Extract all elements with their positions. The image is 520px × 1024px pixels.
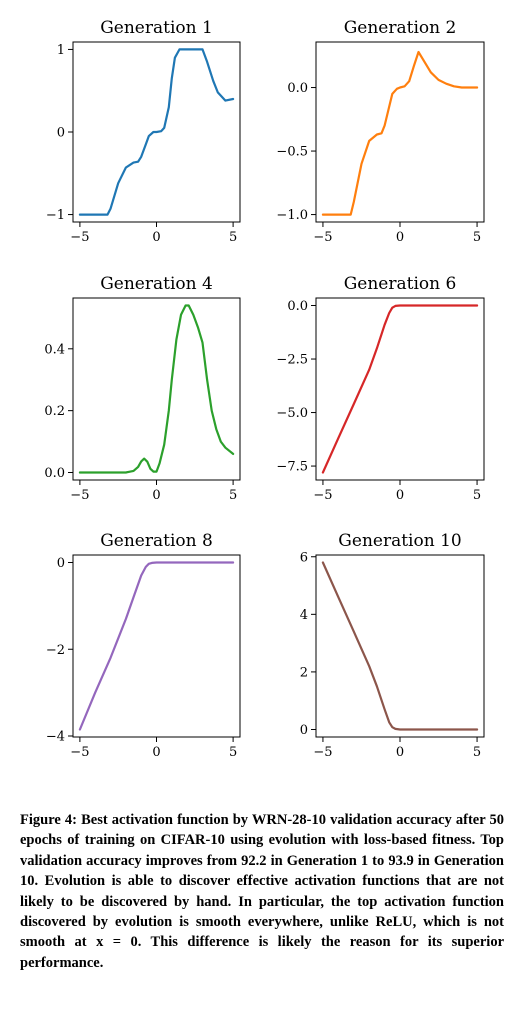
figure-caption: Figure 4: Best activation function by WR…: [20, 812, 504, 971]
chart-panel-3: Generation 4 −5 0 5 0.0 0.2 0.4: [44, 274, 241, 503]
x-tick-label: −5: [70, 488, 89, 503]
x-tick-label: 5: [229, 488, 237, 503]
x-tick-label: 0: [396, 745, 404, 760]
y-tick-label: 2: [300, 665, 308, 680]
y-tick-label: −1.0: [276, 208, 308, 223]
chart-title: Generation 6: [344, 274, 457, 294]
y-tick-label: 0: [57, 126, 65, 141]
y-tick-label: −4: [46, 729, 65, 744]
y-tick-label: −2: [46, 643, 65, 658]
x-tick-label: 5: [473, 488, 481, 503]
x-tick-label: −5: [313, 230, 332, 245]
y-tick-label: 0.0: [287, 81, 308, 96]
y-tick-label: 0: [57, 556, 65, 571]
x-tick-label: 0: [152, 488, 160, 503]
activation-curve: [321, 50, 479, 216]
y-tick-label: 6: [300, 550, 308, 565]
chart-title: Generation 2: [344, 18, 457, 38]
chart-title: Generation 1: [100, 18, 213, 38]
activation-curve: [78, 561, 235, 731]
plot-frame: [72, 554, 241, 738]
y-tick-label: 0.0: [287, 299, 308, 314]
y-tick-label: 0.0: [44, 466, 65, 481]
chart-panel-1: Generation 1 −5 0 5 −1 0 1: [46, 18, 241, 245]
x-tick-label: 0: [152, 745, 160, 760]
x-tick-label: 0: [396, 230, 404, 245]
x-tick-label: 5: [473, 230, 481, 245]
x-tick-label: 5: [229, 745, 237, 760]
chart-title: Generation 4: [100, 274, 213, 294]
chart-panel-6: Generation 10 −5 0 5 0 2 4 6: [300, 531, 485, 760]
plot-frame: [315, 297, 485, 481]
chart-panel-2: Generation 2 −5 0 5 −1.0 −0.5 0.0: [276, 18, 485, 245]
y-tick-label: 0.4: [44, 342, 65, 357]
x-tick-label: −5: [313, 488, 332, 503]
x-tick-label: 5: [473, 745, 481, 760]
y-tick-label: 0: [300, 723, 308, 738]
chart-title: Generation 10: [338, 531, 461, 551]
plot-frame: [72, 297, 241, 481]
x-tick-label: 0: [152, 230, 160, 245]
y-tick-label: 1: [57, 43, 65, 58]
x-tick-label: −5: [313, 745, 332, 760]
plot-frame: [315, 41, 485, 223]
y-tick-label: −7.5: [276, 460, 308, 475]
y-tick-label: 4: [300, 608, 308, 623]
chart-panel-5: Generation 8 −5 0 5 0 −2 −4: [46, 531, 241, 760]
chart-panel-4: Generation 6 −5 0 5 0.0 −2.5 −5.0 −7.5: [276, 274, 485, 503]
x-tick-label: −5: [70, 230, 89, 245]
activation-curve: [321, 304, 479, 474]
y-tick-label: −5.0: [276, 406, 308, 421]
x-tick-label: 5: [229, 230, 237, 245]
activation-curve: [78, 48, 235, 216]
x-tick-label: 0: [396, 488, 404, 503]
plot-frame: [315, 554, 485, 738]
y-tick-label: −1: [46, 208, 65, 223]
x-tick-label: −5: [70, 745, 89, 760]
figure-panel-grid: Generation 1 −5 0 5 −1 0 1 Generation 2 −5 0 5 −1.0…: [44, 18, 485, 760]
activation-curve: [321, 561, 479, 731]
activation-curve: [78, 304, 235, 474]
y-tick-label: −0.5: [276, 145, 308, 160]
y-tick-label: 0.2: [44, 404, 65, 419]
chart-title: Generation 8: [100, 531, 213, 551]
y-tick-label: −2.5: [276, 353, 308, 368]
